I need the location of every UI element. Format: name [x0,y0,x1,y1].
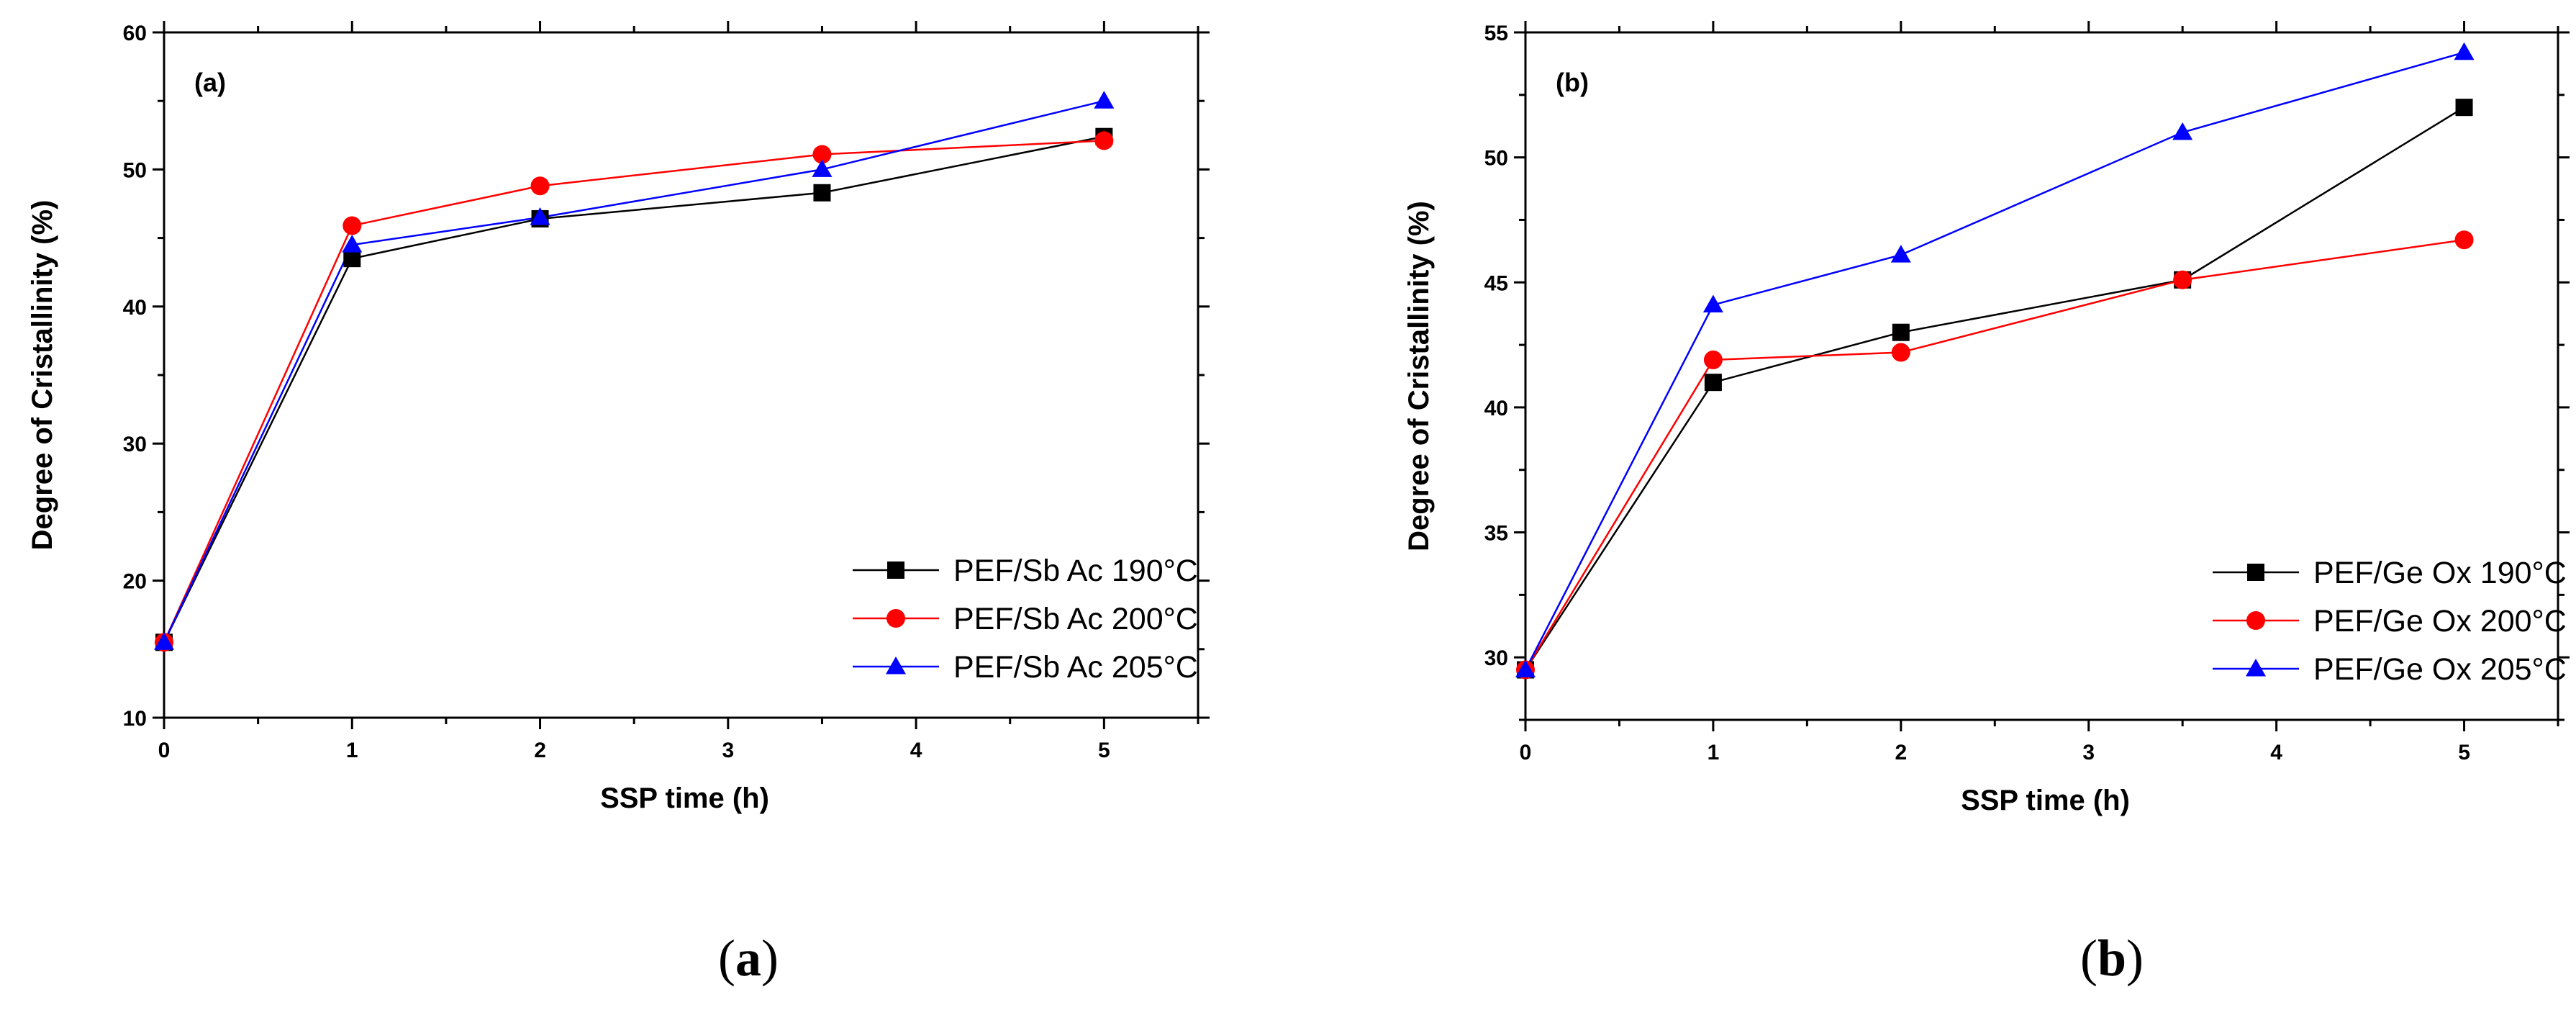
x-tick-label: 3 [722,739,734,762]
legend-label: PEF/Ge Ox 190°C [2313,556,2567,590]
panel-caption: (a) [718,929,779,987]
data-point-series-1 [343,250,361,268]
chart-panel-a: 0 1 2 3 4 5 10 20 30 40 50 60 SSP time (h) Degree of … [27,21,1210,987]
y-tick-label: 30 [123,433,147,456]
data-point-series-1 [1892,323,1910,341]
x-tick-label: 4 [2270,741,2282,764]
y-tick-label: 10 [123,707,147,731]
legend: PEF/Ge Ox 190°C PEF/Ge Ox 200°C PEF/Ge Ox … [2213,556,2567,687]
x-tick-label: 3 [2082,741,2095,764]
legend-marker [886,657,906,675]
data-point-series-2 [1094,131,1114,150]
data-point-series-2 [1891,343,1910,362]
legend-label: PEF/Sb Ac 200°C [953,602,1198,636]
y-tick-label: 40 [1484,397,1508,420]
y-tick-label: 30 [1484,646,1508,670]
data-point-series-2 [343,216,362,235]
data-point-series-2 [530,176,550,196]
data-point-series-3 [1515,659,1536,678]
data-point-series-3 [530,207,550,225]
x-tick-label: 1 [346,739,358,762]
data-point-series-2 [2173,270,2192,289]
y-tick-label: 40 [123,296,147,320]
x-tick-label: 0 [1520,741,1532,764]
data-point-series-3 [154,632,174,650]
data-point-series-3 [2454,42,2475,60]
y-axis-title: Degree of Cristallinity (%) [27,200,58,551]
data-point-series-1 [813,184,831,202]
x-axis-title: SSP time (h) [600,782,769,814]
legend-label: PEF/Sb Ac 190°C [953,554,1198,588]
x-tick-label: 5 [2458,741,2470,764]
data-point-series-2 [812,145,832,164]
x-tick-label: 0 [158,739,171,762]
y-tick-label: 50 [1484,147,1508,171]
y-tick-label: 35 [1484,522,1508,546]
legend-marker [886,609,905,628]
data-point-series-2 [2454,230,2474,250]
y-tick-label: 55 [1484,22,1508,45]
legend-marker [2247,564,2264,581]
data-point-series-3 [2172,122,2193,140]
x-tick-label: 2 [534,739,546,762]
y-tick-label: 20 [123,570,147,594]
data-point-series-2 [1703,350,1723,369]
legend-marker [887,561,904,579]
y-tick-label: 50 [123,158,147,182]
legend: PEF/Sb Ac 190°C PEF/Sb Ac 200°C PEF/Sb Ac … [853,554,1198,685]
x-tick-label: 2 [1895,741,1907,764]
panel-caption: (b) [2080,929,2144,987]
x-tick-label: 1 [1707,741,1720,764]
x-axis-title: SSP time (h) [1961,785,2130,816]
y-axis-title: Degree of Cristallinity (%) [1403,201,1435,551]
data-point-series-1 [2455,99,2473,117]
data-point-series-3 [1890,245,1911,263]
data-point-series-3 [1702,294,1723,313]
data-point-series-3 [1094,91,1115,109]
legend-label: PEF/Sb Ac 205°C [953,650,1198,685]
panel-label: (a) [194,68,226,97]
panel-label: (b) [1556,68,1589,97]
x-tick-label: 5 [1098,739,1110,762]
data-point-series-1 [1704,374,1722,392]
x-tick-label: 4 [910,739,922,762]
y-tick-label: 60 [123,22,147,45]
legend-marker [2246,659,2266,677]
plot-frame [1524,31,2559,721]
legend-marker [2246,611,2265,630]
legend-label: PEF/Ge Ox 205°C [2313,652,2567,687]
legend-label: PEF/Ge Ox 200°C [2313,604,2567,639]
data-point-series-3 [812,159,833,177]
data-point-series-3 [342,235,363,253]
y-tick-label: 45 [1484,271,1508,295]
